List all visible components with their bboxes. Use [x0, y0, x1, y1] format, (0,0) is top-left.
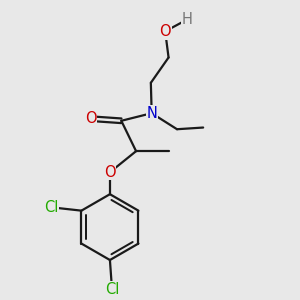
Text: N: N — [146, 106, 157, 121]
Text: O: O — [104, 165, 116, 180]
Text: O: O — [159, 24, 171, 39]
Text: Cl: Cl — [44, 200, 58, 215]
Text: H: H — [182, 12, 193, 27]
Text: Cl: Cl — [105, 282, 119, 297]
Text: O: O — [85, 111, 97, 126]
